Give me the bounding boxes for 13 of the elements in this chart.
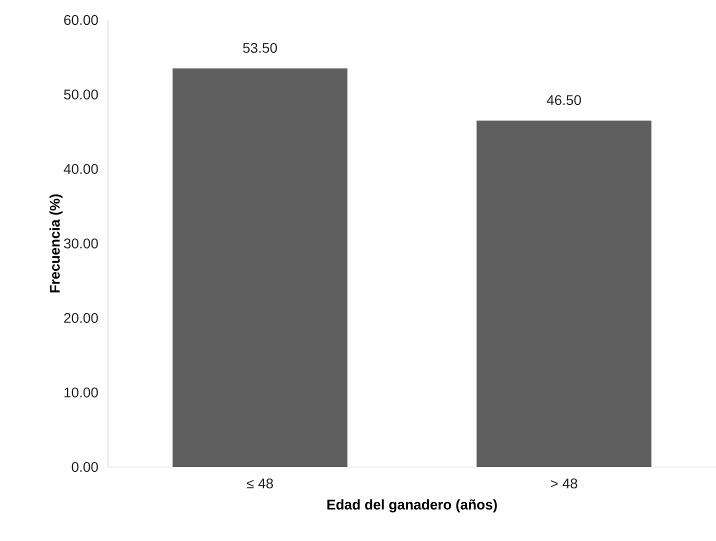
y-tick-label: 0.00 [72,462,98,472]
x-axis-title: Edad del ganadero (años) [327,499,497,512]
data-label: 53.50 [243,42,277,53]
x-tick-label: ≤ 48 [246,478,273,488]
y-tick-label: 50.00 [64,90,98,100]
y-tick-label: 10.00 [64,388,98,398]
y-tick-label: 40.00 [64,164,98,174]
y-tick-label: 30.00 [64,238,98,248]
y-tick-label: 20.00 [64,313,98,323]
y-axis-title: Frecuencia (%) [50,194,63,292]
y-tick-label: 60.00 [64,15,98,25]
data-label: 46.50 [546,95,581,106]
x-tick-label: > 48 [550,478,578,488]
